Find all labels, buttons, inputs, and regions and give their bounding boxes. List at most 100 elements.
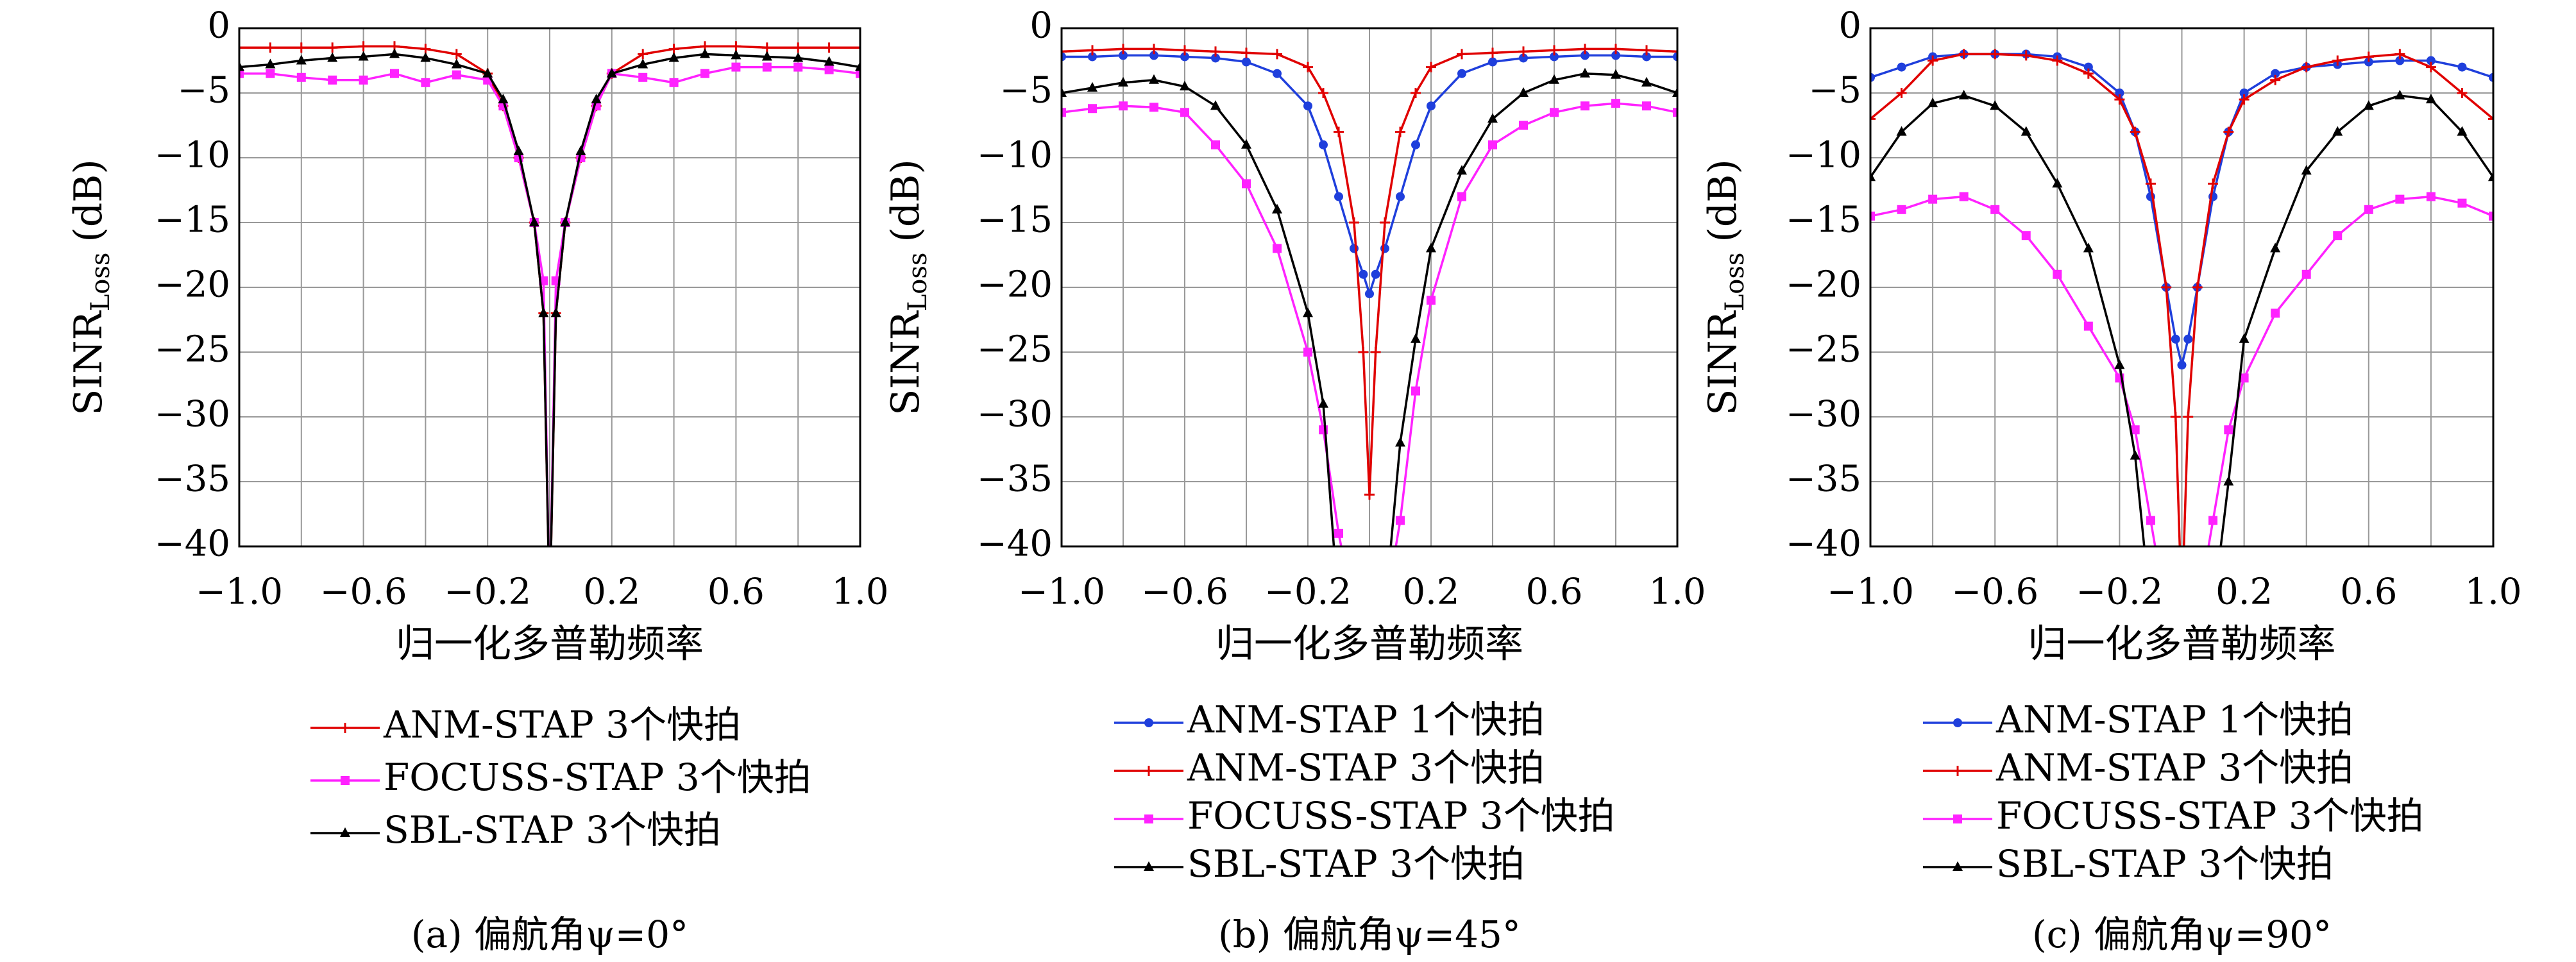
plot-frame [238,27,861,548]
marker [2426,192,2436,201]
marker [1488,57,1497,67]
marker [1088,104,1097,114]
marker [2053,269,2062,279]
y-tick-label: −30 [155,394,230,435]
marker [2270,74,2281,85]
marker [1550,52,1559,62]
x-tick-label: 0.6 [2340,571,2397,613]
marker [2083,321,2093,331]
legend-label: FOCUSS-STAP 3个快拍 [1187,794,1615,838]
y-axis-label-unit: (dB) [1700,159,1745,242]
marker [2192,605,2203,615]
marker [700,69,709,78]
marker [1272,203,1282,214]
marker [1549,74,1559,84]
marker [2426,56,2436,65]
marker [340,827,350,837]
marker [1395,437,1405,447]
y-axis-label-sub: Loss [903,253,933,312]
legend-label: FOCUSS-STAP 3个快拍 [384,755,811,799]
marker [1641,76,1652,87]
marker [2364,205,2373,214]
y-tick-label: −20 [977,264,1053,306]
marker [2270,242,2281,253]
marker [1953,766,1963,776]
marker [2183,605,2193,615]
y-axis-label: SINRLoss (dB) [883,159,933,416]
marker [1319,140,1328,149]
marker [1303,348,1312,357]
marker [1062,108,1066,117]
marker [1411,386,1420,396]
marker [1396,516,1405,525]
marker [2457,126,2468,136]
marker [638,58,648,69]
marker [2363,51,2374,62]
marker [2271,308,2280,318]
marker [1519,121,1528,130]
marker [420,52,431,62]
marker [2457,62,2467,72]
marker [2301,62,2312,72]
marker [1365,289,1374,299]
marker [2130,425,2140,435]
marker [1487,47,1498,58]
marker [2183,607,2192,616]
marker [1990,100,2001,110]
marker [1210,100,1221,110]
marker [2177,605,2187,615]
series-line [239,65,860,546]
marker [2145,178,2156,189]
y-tick-label: −10 [1786,135,1861,176]
marker [2083,242,2094,253]
marker [327,42,338,53]
marker [1303,62,1313,72]
x-tick-label: 1.0 [2464,571,2521,613]
legend-label: ANM-STAP 3个快拍 [1996,746,2353,789]
marker [1672,46,1677,57]
marker [1273,244,1282,253]
x-tick-label: 0.2 [583,571,640,613]
legend-label: FOCUSS-STAP 3个快拍 [1996,794,2424,838]
x-tick-label: −0.2 [2076,571,2163,613]
marker [1457,49,1467,60]
marker [2489,211,2493,221]
marker [1411,333,1421,343]
marker [2488,171,2493,181]
legend-label: ANM-STAP 3个快拍 [1187,746,1545,789]
marker [239,61,244,71]
marker [1359,607,1368,616]
marker [1487,113,1498,123]
marker [1928,97,1938,108]
marker [824,56,835,66]
marker [358,41,369,52]
x-axis-label: 归一化多普勒频率 [2028,622,2336,667]
legend-label: ANM-STAP 1个快拍 [1996,698,2353,741]
marker [1953,718,1962,727]
marker [266,69,275,78]
marker [1518,87,1529,97]
series-line [1870,53,2493,546]
marker [1242,57,1251,67]
y-axis-label-main: SINR [1700,310,1745,415]
marker [265,42,276,53]
marker [1180,52,1189,62]
marker [731,49,741,60]
marker [1457,165,1467,175]
y-tick-label: −20 [155,264,230,306]
marker [2332,126,2343,136]
marker [529,217,539,226]
marker [2146,516,2155,525]
marker [451,49,462,60]
marker [669,78,679,87]
marker [1611,69,1621,79]
marker [1990,49,2001,60]
marker [793,62,803,72]
marker [591,94,602,104]
marker [1273,69,1282,78]
x-tick-label: −0.2 [1264,571,1352,613]
marker [1118,44,1128,55]
marker [1365,607,1374,616]
marker [2394,90,2405,100]
